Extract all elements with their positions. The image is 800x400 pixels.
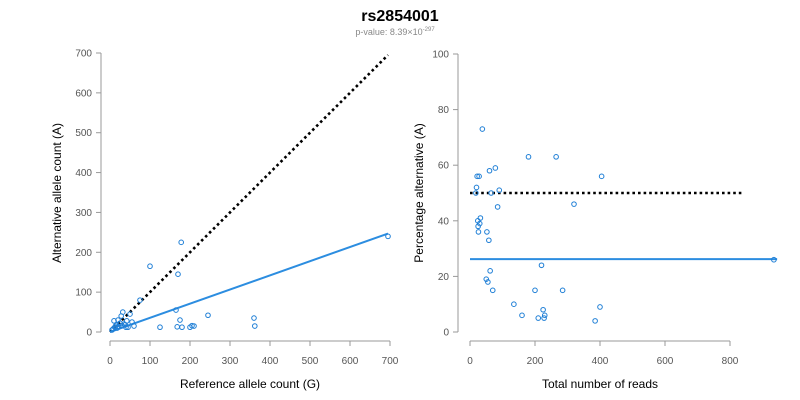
left-data-point — [125, 324, 131, 331]
subtitle-prefix: p-value: 8.39×10 — [355, 27, 422, 37]
right-data-point — [494, 204, 501, 210]
left-data-point — [175, 271, 181, 278]
right-data-point — [492, 165, 499, 171]
right-data-point — [597, 304, 603, 310]
left-data-point — [109, 327, 115, 333]
right-data-point — [477, 215, 484, 221]
right-x-tick-label: 200 — [527, 356, 544, 367]
left-x-tick-label: 400 — [262, 356, 279, 367]
left-data-point — [114, 325, 120, 331]
right-y-tick-label: 100 — [432, 50, 449, 61]
right-scatter-panel: Total number of reads Percentage alterna… — [412, 50, 778, 391]
right-x-tick-label: 400 — [592, 356, 609, 367]
left-x-tick-label: 0 — [107, 356, 113, 367]
left-y-tick-label: 300 — [75, 208, 92, 219]
right-data-point — [488, 190, 494, 196]
right-data-point — [532, 287, 538, 294]
right-data-point — [486, 237, 492, 244]
left-data-point — [116, 323, 122, 330]
right-x-tick-label: 600 — [657, 356, 674, 367]
left-data-point — [191, 323, 197, 329]
right-data-point — [476, 220, 483, 227]
left-data-point — [385, 233, 391, 240]
right-data-point — [474, 173, 480, 180]
right-data-point — [771, 256, 777, 263]
left-x-tick-label: 200 — [182, 356, 199, 367]
right-data-point — [479, 126, 486, 132]
right-data-point — [486, 167, 493, 174]
right-data-point — [535, 315, 542, 321]
left-scatter-panel: Reference allele count (G) Alternative a… — [50, 49, 399, 392]
right-x-tick-label: 800 — [722, 356, 739, 367]
left-reference-dotted-line — [109, 54, 389, 333]
left-data-point — [123, 324, 129, 331]
left-data-point — [157, 324, 163, 331]
right-data-point — [475, 223, 481, 230]
right-data-point — [592, 318, 598, 324]
right-data-point — [559, 287, 566, 294]
right-data-point — [487, 268, 493, 274]
left-x-tick-label: 700 — [382, 356, 399, 367]
right-data-point — [525, 154, 532, 160]
right-data-point — [511, 301, 517, 308]
left-x-tick-label: 100 — [142, 356, 159, 367]
right-y-tick-label: 0 — [443, 328, 449, 339]
left-data-point — [120, 309, 126, 315]
right-data-point — [483, 276, 490, 282]
left-data-point — [252, 323, 258, 329]
left-y-tick-label: 0 — [86, 328, 92, 339]
left-data-point — [127, 311, 133, 317]
left-x-tick-label: 600 — [342, 356, 359, 367]
left-x-tick-label: 500 — [302, 356, 319, 367]
left-data-point — [205, 312, 211, 319]
right-y-tick-label: 60 — [438, 161, 450, 172]
left-x-axis-title: Reference allele count (G) — [180, 377, 320, 391]
left-data-point — [179, 324, 185, 331]
left-y-axis-title: Alternative allele count (A) — [50, 123, 64, 263]
right-data-point — [519, 312, 525, 319]
right-data-point — [489, 287, 496, 294]
left-data-point — [178, 239, 184, 246]
right-data-point — [538, 262, 545, 269]
left-data-point — [174, 324, 180, 330]
left-data-point — [147, 263, 153, 270]
left-y-tick-label: 400 — [75, 168, 92, 179]
left-data-point — [251, 315, 257, 321]
right-data-point — [473, 184, 480, 191]
right-data-point — [473, 190, 479, 196]
right-data-point — [541, 312, 548, 319]
right-x-tick-label: 0 — [467, 356, 473, 367]
chart-title: rs2854001 — [361, 8, 439, 25]
right-y-tick-label: 80 — [438, 105, 450, 116]
left-data-point — [177, 317, 183, 323]
right-data-point — [541, 315, 547, 321]
right-data-point — [485, 279, 491, 285]
left-x-tick-label: 300 — [222, 356, 239, 367]
right-data-point — [598, 173, 605, 180]
subtitle-exponent: -297 — [423, 27, 436, 33]
right-data-point — [484, 229, 490, 235]
left-y-tick-label: 100 — [75, 288, 92, 299]
right-y-axis-title: Percentage alternative (A) — [412, 123, 426, 262]
right-x-axis-title: Total number of reads — [542, 377, 658, 391]
right-data-point — [496, 187, 503, 194]
right-data-point — [476, 173, 482, 180]
right-data-point — [571, 201, 577, 207]
right-data-point — [553, 154, 559, 160]
left-data-point — [124, 318, 130, 324]
right-y-tick-label: 20 — [438, 272, 450, 283]
left-data-point — [173, 307, 179, 313]
left-fit-line — [109, 232, 389, 333]
left-data-point — [137, 297, 143, 303]
chart-subtitle: p-value: 8.39×10-297 — [355, 27, 435, 37]
right-data-point — [475, 229, 482, 235]
right-y-tick-label: 40 — [438, 216, 450, 227]
left-y-tick-label: 500 — [75, 128, 92, 139]
right-data-point — [540, 306, 546, 313]
left-y-tick-label: 600 — [75, 88, 92, 99]
left-y-tick-label: 700 — [75, 49, 92, 60]
left-y-tick-label: 200 — [75, 248, 92, 259]
left-data-point — [131, 323, 137, 329]
